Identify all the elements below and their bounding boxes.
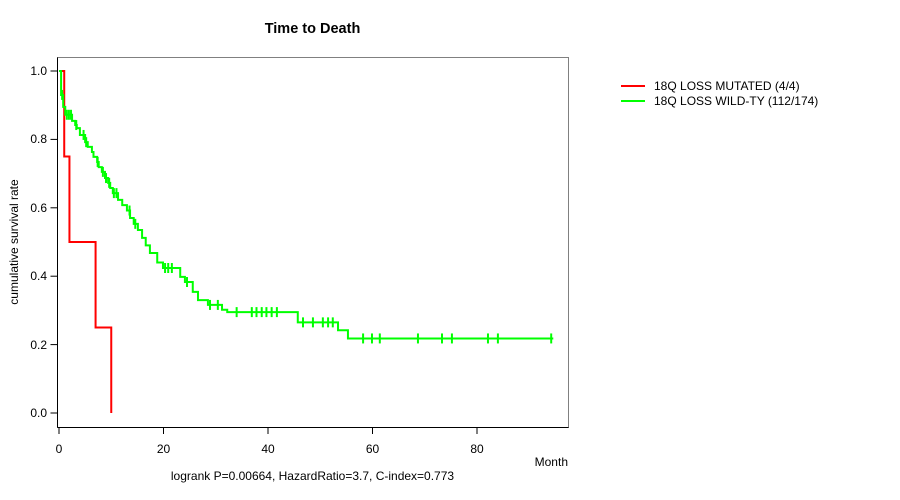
legend-label-wildtype: 18Q LOSS WILD-TY (112/174) — [654, 93, 819, 108]
legend-item-mutated: 18Q LOSS MUTATED (4/4) — [621, 79, 818, 94]
survival-curve-0 — [59, 70, 113, 413]
y-axis-title: cumulative survival rate — [7, 179, 21, 305]
plot-frame — [57, 57, 569, 428]
legend-label-mutated: 18Q LOSS MUTATED (4/4) — [654, 79, 800, 94]
y-tick-label: 0.4 — [30, 269, 47, 284]
survival-curve-1 — [59, 70, 554, 340]
y-tick-label: 1.0 — [30, 64, 47, 78]
x-tick-label: 40 — [261, 442, 275, 456]
x-tick-label: 20 — [156, 442, 171, 456]
chart-title: Time to Death — [264, 21, 361, 37]
x-tick-label: 0 — [55, 442, 63, 456]
y-tick-label: 0.2 — [30, 337, 47, 352]
legend: 18Q LOSS MUTATED (4/4) 18Q LOSS WILD-TY … — [621, 79, 818, 108]
stats-annotation: logrank P=0.00664, HazardRatio=3.7, C-in… — [170, 469, 455, 483]
x-axis-title: Month — [534, 455, 568, 469]
x-tick-label: 60 — [365, 442, 380, 456]
legend-swatch-mutated — [621, 85, 645, 88]
y-tick-label: 0.0 — [30, 406, 47, 420]
y-tick-label: 0.6 — [30, 200, 47, 215]
legend-swatch-wildtype — [621, 99, 645, 102]
y-tick-label: 0.8 — [30, 132, 47, 147]
legend-item-wildtype: 18Q LOSS WILD-TY (112/174) — [621, 94, 818, 109]
x-tick-label: 80 — [470, 442, 484, 456]
